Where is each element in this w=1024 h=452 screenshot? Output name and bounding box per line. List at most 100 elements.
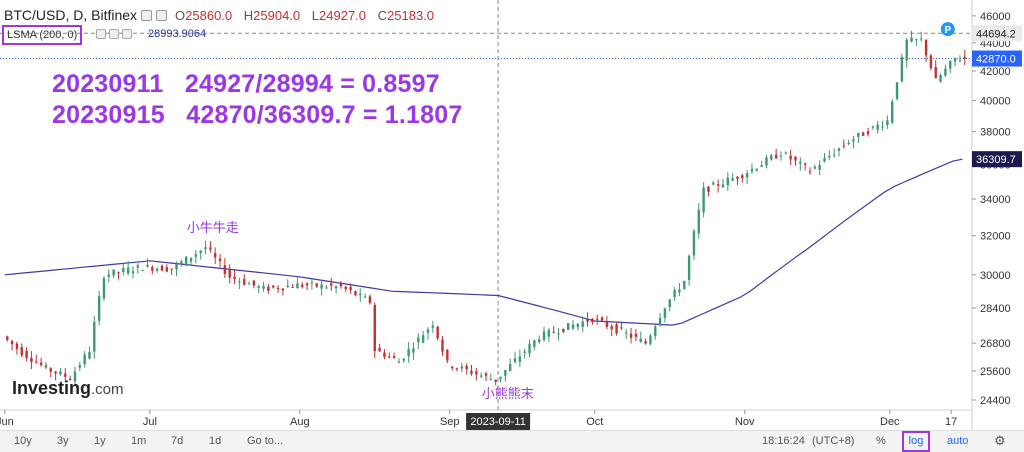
candle-body (465, 365, 468, 370)
candle-body (146, 264, 149, 267)
candle-body (489, 379, 493, 381)
candle-body (455, 368, 459, 370)
candle-body (431, 325, 435, 328)
candle-body (484, 373, 488, 376)
candle-body (6, 336, 9, 340)
candle-body (426, 329, 430, 333)
lsma-badge: 36309.7 (976, 154, 1016, 166)
candle-body (460, 366, 464, 369)
candle-body (194, 254, 198, 257)
percent-button[interactable]: % (876, 435, 886, 447)
candle-body (905, 39, 908, 61)
x-tick-label: Jun (0, 416, 14, 428)
candle-body (64, 373, 67, 377)
candle-body (687, 255, 691, 280)
candle-body (750, 168, 754, 172)
candle-body (663, 308, 667, 319)
price-axis-panel (972, 0, 1024, 430)
candle-body (475, 371, 478, 375)
lsma-indicator-label[interactable]: LSMA (200, 0) (2, 25, 83, 45)
eye-icon[interactable] (96, 29, 106, 39)
candle-body (658, 317, 662, 326)
candle-body (151, 267, 154, 271)
candle-body (924, 39, 928, 56)
candle-body (44, 365, 48, 368)
range-1d-button[interactable]: 1d (209, 435, 222, 447)
candle-body (760, 165, 763, 167)
candle-body (721, 184, 725, 188)
candle-body (552, 332, 555, 334)
candle-body (267, 286, 270, 291)
candle-body (175, 263, 178, 270)
gear-icon[interactable] (109, 29, 119, 39)
candle-body (586, 318, 589, 322)
candle-body (378, 347, 381, 352)
candle-body (499, 376, 502, 379)
range-1m-button[interactable]: 1m (131, 435, 147, 447)
candle-body (15, 343, 19, 349)
candle-body (310, 282, 314, 284)
candle-body (702, 187, 705, 213)
range-7d-button[interactable]: 7d (171, 435, 184, 447)
candle-body (97, 296, 101, 321)
candle-body (494, 379, 497, 383)
candle-body (320, 284, 323, 289)
candle-body (953, 57, 957, 62)
candle-body (383, 352, 386, 358)
candle-body (562, 328, 565, 332)
candle-body (518, 356, 522, 362)
auto-scale-button[interactable]: auto (947, 435, 969, 447)
crosshair-date-label: 2023-09-11 (470, 416, 525, 428)
goto-button[interactable]: Go to... (247, 435, 284, 447)
candle-body (243, 279, 246, 285)
y-tick-label: 24400 (980, 395, 1011, 407)
candle-body (446, 349, 449, 361)
candle-body (78, 365, 81, 368)
candle-body (654, 326, 657, 337)
candle-body (54, 371, 57, 374)
candle-body (910, 37, 913, 42)
candle-body (726, 177, 729, 186)
settings-icon[interactable] (156, 9, 168, 21)
x-tick-label: Dec (880, 416, 900, 428)
candle-body (25, 351, 28, 358)
candle-body (755, 168, 759, 171)
x-tick-label: Sep (440, 416, 460, 428)
candle-body (871, 126, 875, 128)
candle-body (170, 268, 173, 270)
candle-body (542, 331, 546, 341)
visibility-icon[interactable] (141, 9, 153, 21)
candle-body (354, 291, 357, 296)
candle-body (10, 340, 14, 345)
candle-body (813, 166, 817, 169)
y-tick-label: 34000 (980, 194, 1011, 206)
candle-body (281, 288, 285, 291)
range-1y-button[interactable]: 1y (94, 435, 106, 447)
chart-settings-icon[interactable]: ⚙ (994, 433, 1006, 448)
candle-body (857, 132, 860, 137)
candle-body (184, 256, 188, 266)
candle-body (199, 250, 202, 254)
close-icon[interactable] (122, 29, 132, 39)
candle-body (523, 351, 526, 353)
log-scale-button[interactable]: log (902, 431, 930, 452)
range-10y-button[interactable]: 10y (14, 435, 32, 447)
candle-body (852, 139, 855, 142)
timezone-button[interactable]: (UTC+8) (812, 435, 855, 447)
candle-body (218, 258, 222, 262)
bottom-toolbar: 10y 3y 1y 1m 7d 1d Go to... 18:16:24 (UT… (0, 430, 1024, 452)
candle-body (213, 253, 217, 258)
investing-logo: Investing.com (12, 378, 124, 398)
p-marker-icon (940, 22, 955, 37)
candle-body (644, 341, 647, 344)
candle-body (799, 161, 802, 164)
candle-body (301, 284, 304, 287)
price-chart[interactable]: 2440025600268002840030000320003400036000… (0, 0, 1024, 430)
candle-body (639, 338, 642, 342)
bull-label: 小牛牛走 (187, 221, 239, 236)
range-3y-button[interactable]: 3y (57, 435, 69, 447)
lsma-line (4, 158, 963, 326)
candle-body (160, 265, 164, 271)
candle-body (368, 296, 372, 303)
candle-body (803, 163, 807, 165)
